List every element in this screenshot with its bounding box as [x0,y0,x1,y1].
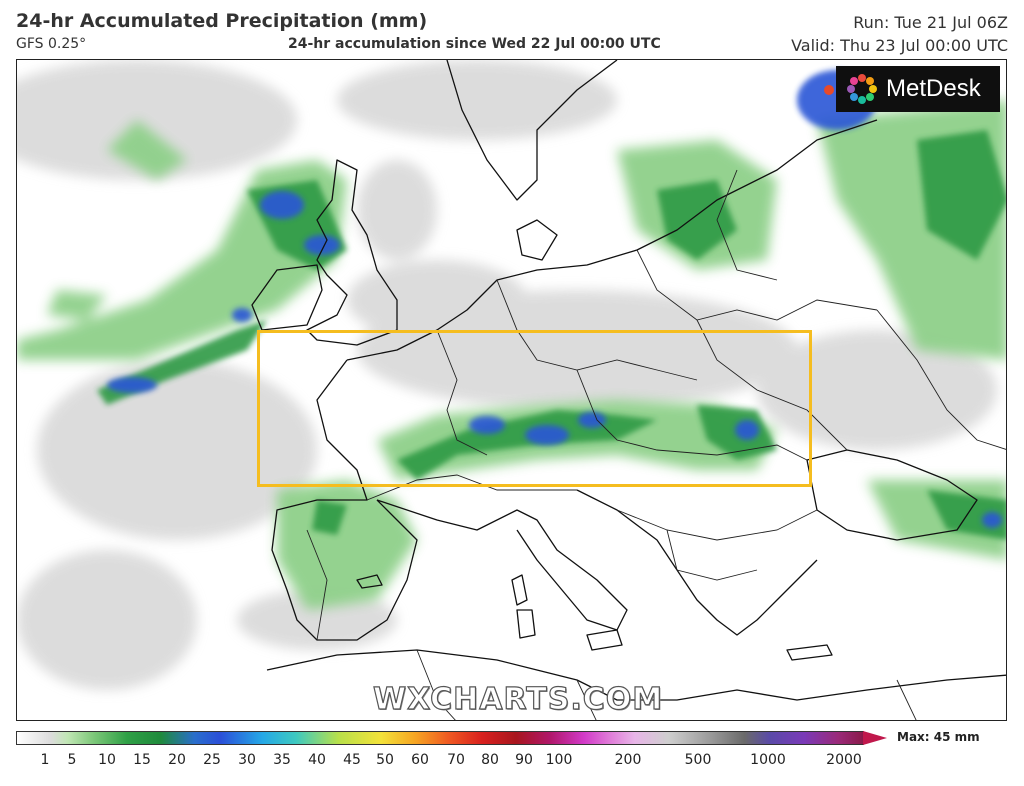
colorbar-tick-label: 500 [684,752,712,768]
map-canvas [17,60,1006,720]
colorbar-max-arrow [863,731,887,745]
metdesk-logo-text: MetDesk [886,75,981,102]
colorbar-tick-label: 10 [98,752,116,768]
precipitation-colorbar [16,731,864,745]
metdesk-logo-icon [847,74,877,104]
model-label: GFS 0.25° [16,36,87,52]
colorbar-tick-label: 1 [40,752,50,768]
metdesk-logo: MetDesk [836,66,1000,112]
colorbar-tick-label: 5 [67,752,77,768]
colorbar-tick-label: 60 [411,752,429,768]
max-value-label: Max: 45 mm [897,730,980,744]
precipitation-map: MetDesk WXCHARTS.COM [16,59,1007,721]
colorbar-tick-label: 80 [481,752,499,768]
chart-title: 24-hr Accumulated Precipitation (mm) [16,10,428,32]
colorbar-tick-label: 15 [133,752,151,768]
colorbar-tick-label: 90 [515,752,533,768]
colorbar-tick-label: 200 [614,752,642,768]
colorbar-tick-label: 50 [376,752,394,768]
colorbar-tick-label: 20 [168,752,186,768]
wxcharts-watermark: WXCHARTS.COM [372,681,664,717]
colorbar-tick-label: 100 [545,752,573,768]
peak-precip-spot [824,85,834,95]
colorbar-tick-label: 35 [273,752,291,768]
colorbar-tick-label: 40 [308,752,326,768]
colorbar-tick-label: 70 [447,752,465,768]
accumulation-subtitle: 24-hr accumulation since Wed 22 Jul 00:0… [288,36,661,52]
valid-time: Valid: Thu 23 Jul 00:00 UTC [791,36,1008,55]
colorbar-tick-label: 2000 [826,752,862,768]
colorbar-tick-label: 30 [238,752,256,768]
country-borders [306,169,1006,720]
coastlines [251,60,1006,701]
colorbar-tick-label: 45 [343,752,361,768]
highlight-box [257,330,812,487]
colorbar-tick-label: 1000 [750,752,786,768]
run-time: Run: Tue 21 Jul 06Z [853,13,1008,32]
colorbar-tick-label: 25 [203,752,221,768]
